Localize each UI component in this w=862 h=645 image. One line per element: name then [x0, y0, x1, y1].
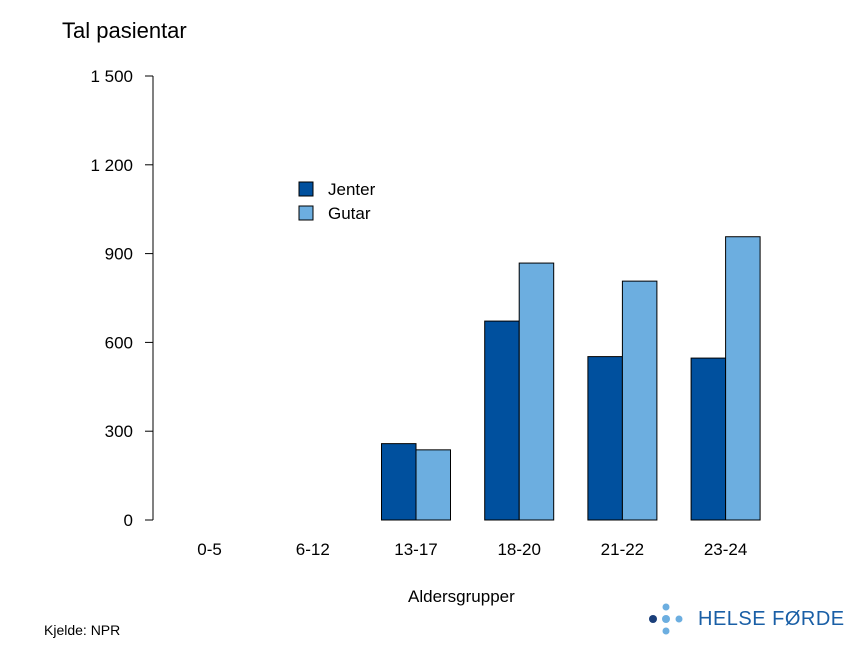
logo-dot: [662, 603, 670, 611]
legend-swatch: [298, 181, 314, 197]
x-tick-label: 0-5: [197, 540, 222, 559]
legend-swatch: [298, 205, 314, 221]
bars: [381, 236, 761, 521]
logo-text: HELSE FØRDE: [698, 607, 845, 630]
logo-dot: [675, 615, 683, 623]
y-tick-label: 0: [124, 511, 133, 530]
bar: [484, 320, 520, 521]
y-tick-label: 1 500: [90, 67, 133, 86]
bar: [587, 356, 623, 521]
x-tick-label: 13-17: [394, 540, 437, 559]
logo-dots-icon: [649, 603, 683, 635]
bar: [415, 449, 451, 521]
source-note: Kjelde: NPR: [44, 622, 121, 638]
bar: [381, 443, 417, 521]
bar: [725, 236, 761, 521]
legend: Jenter Gutar: [298, 180, 376, 223]
y-tick-label: 1 200: [90, 156, 133, 175]
axes: 0 300 600 900 1 200 1 500 0-5 6-12 13-17 18-20 21-…: [90, 67, 747, 559]
legend-label: Jenter: [328, 180, 376, 199]
x-tick-label: 6-12: [296, 540, 330, 559]
y-tick-label: 300: [105, 422, 133, 441]
x-tick-label: 18-20: [497, 540, 540, 559]
y-tick-label: 600: [105, 333, 133, 352]
x-axis-title: Aldersgrupper: [408, 587, 515, 606]
helse-forde-logo: HELSE FØRDE: [648, 603, 845, 635]
bar: [518, 262, 555, 521]
y-axis-title: Tal pasientar: [62, 18, 187, 43]
legend-label: Gutar: [328, 204, 371, 223]
x-tick-label: 23-24: [704, 540, 747, 559]
logo-dot: [649, 615, 657, 623]
logo-dot: [662, 615, 670, 623]
y-tick-label: 900: [105, 245, 133, 264]
bar: [621, 280, 658, 521]
bar: [690, 357, 727, 521]
logo-dot: [662, 627, 670, 635]
x-tick-label: 21-22: [601, 540, 644, 559]
